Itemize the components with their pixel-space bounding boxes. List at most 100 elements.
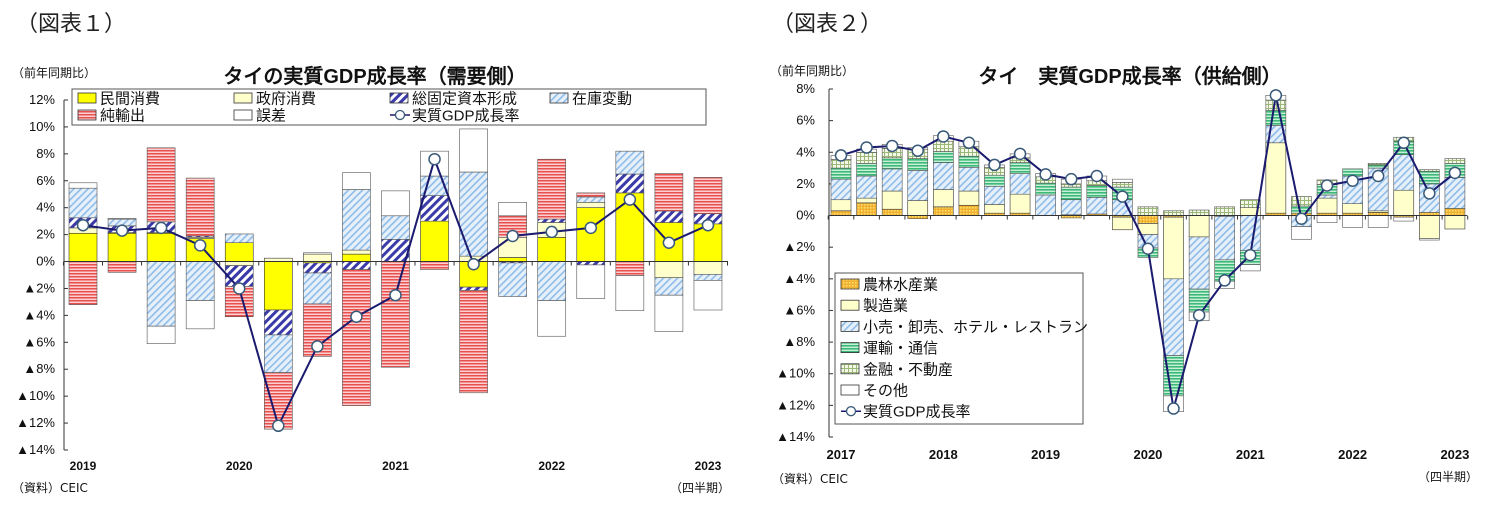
legend-swatch-icon xyxy=(840,384,860,396)
bar-2018Q1-series-2 xyxy=(933,162,954,190)
bar-2019Q4-series-5 xyxy=(1112,178,1133,183)
gdp-point-2023Q1 xyxy=(701,218,715,232)
bar-2020Q4-series-4 xyxy=(342,269,371,406)
legend-label: 実質GDP成長率 xyxy=(412,107,520,125)
chart-title: タイ 実質GDP成長率（供給側） xyxy=(978,64,1281,88)
bar-2022Q4-series-4 xyxy=(1419,169,1440,172)
bar-2018Q2-series-2 xyxy=(958,167,980,192)
bar-2020Q2-series-1 xyxy=(1163,216,1184,280)
gdp-point-2018Q2 xyxy=(962,136,976,150)
gdp-point-2021Q4 xyxy=(1320,179,1334,192)
legend-swatch-icon xyxy=(233,92,253,104)
bar-2021Q3-series-5 xyxy=(459,128,488,173)
x-tick-label: 2017 xyxy=(827,447,856,462)
bar-2022Q1-series-2 xyxy=(537,218,567,223)
gdp-point-2017Q2 xyxy=(860,141,873,154)
figure1-unit-note: （前年同期比） xyxy=(12,66,97,80)
bar-2021Q1-series-3 xyxy=(381,215,410,240)
bar-2017Q2-series-2 xyxy=(856,175,877,199)
bar-2022Q3-series-5 xyxy=(1393,216,1415,222)
bar-2019Q1-series-0 xyxy=(68,232,98,262)
bar-2019Q3-series-4 xyxy=(146,147,176,223)
bar-2022Q1-series-0 xyxy=(537,237,567,262)
y-tick-label: ▲10% xyxy=(16,388,55,403)
legend-label: 金融・不動産 xyxy=(863,361,953,378)
y-tick-label: ▲6% xyxy=(23,334,55,349)
bar-2022Q4-series-1 xyxy=(1419,215,1440,239)
y-tick-label: 0% xyxy=(796,208,815,223)
bar-2020Q2-series-0 xyxy=(263,261,293,311)
gdp-point-2019Q2 xyxy=(1064,172,1078,186)
legend-label: 運輸・通信 xyxy=(863,340,938,357)
bar-2019Q2-series-4 xyxy=(107,261,137,273)
bar-2022Q2-series-5 xyxy=(576,264,606,299)
bar-2019Q3-series-3 xyxy=(146,261,176,327)
bar-2019Q4-series-1 xyxy=(1112,216,1133,231)
bar-2020Q3-series-1 xyxy=(303,253,332,262)
bar-2017Q3-series-3 xyxy=(881,157,903,170)
bar-2019Q3-series-3 xyxy=(1086,185,1108,198)
y-tick-label: ▲12% xyxy=(776,397,815,412)
legend-swatch-icon xyxy=(389,92,409,104)
bar-2022Q2-series-5 xyxy=(1367,215,1389,228)
bar-2017Q1-series-1 xyxy=(830,199,852,212)
bar-2017Q1-series-2 xyxy=(830,178,852,201)
bar-2021Q2-series-3 xyxy=(1265,110,1287,126)
gdp-point-2023Q1 xyxy=(1448,166,1462,180)
bar-2022Q1-series-1 xyxy=(1342,203,1363,214)
y-tick-label: ▲12% xyxy=(16,415,55,430)
bar-2019Q4-series-4 xyxy=(1112,182,1133,188)
bar-2021Q2-series-0 xyxy=(420,220,449,262)
bar-2019Q3-series-0 xyxy=(146,232,176,262)
bar-2021Q4-series-0 xyxy=(498,257,527,262)
legend-label: 誤差 xyxy=(256,108,286,125)
figure2-period-note: （四半期） xyxy=(1418,470,1479,484)
legend: 農林水産業製造業小売・卸売、ホテル・レストラン運輸・通信金融・不動産その他実質G… xyxy=(834,272,1088,425)
bar-2017Q3-series-2 xyxy=(881,168,903,192)
legend-label: 製造業 xyxy=(863,298,908,315)
gdp-point-2022Q4 xyxy=(1423,187,1436,200)
bar-2022Q3-series-4 xyxy=(615,261,645,276)
legend-box xyxy=(834,272,1084,425)
bar-2022Q2-series-4 xyxy=(576,192,606,198)
bar-2022Q4-series-5 xyxy=(654,294,684,332)
x-tick-label: 2020 xyxy=(1133,447,1162,462)
bar-2020Q2-series-3 xyxy=(263,334,293,373)
bar-2022Q4-series-5 xyxy=(1419,238,1440,241)
gdp-point-2020Q3 xyxy=(1192,308,1206,322)
y-tick-label: ▲2% xyxy=(783,239,815,254)
bar-2018Q1-series-0 xyxy=(933,206,954,216)
y-tick-label: ▲4% xyxy=(23,307,55,322)
bar-2018Q2-series-0 xyxy=(958,204,980,216)
bar-2022Q2-series-3 xyxy=(576,196,606,203)
chart-supply-side: タイ 実質GDP成長率（供給側） 8% 6% 4% 2% 0% ▲2% ▲4% ▲6% ▲8% ▲1… xyxy=(776,64,1469,462)
legend-swatch-icon xyxy=(77,92,97,104)
bar-2020Q1-series-0 xyxy=(224,242,254,262)
gdp-point-2019Q1 xyxy=(1039,168,1052,181)
y-tick-label: 2% xyxy=(36,227,55,242)
gdp-point-2020Q1 xyxy=(232,282,246,295)
bar-2022Q1-series-3 xyxy=(537,261,567,301)
bar-2019Q4-series-5 xyxy=(185,300,215,330)
gdp-point-2021Q3 xyxy=(467,257,480,271)
bar-2022Q2-series-0 xyxy=(576,207,606,262)
bar-2023Q1-series-0 xyxy=(1444,208,1466,216)
bar-2022Q4-series-1 xyxy=(654,261,684,278)
bar-2021Q1-series-5 xyxy=(1239,264,1261,272)
bar-2022Q2-series-4 xyxy=(1367,163,1389,166)
gdp-point-2020Q4 xyxy=(350,310,363,323)
legend-box xyxy=(71,88,707,126)
figure1-period-note: （四半期） xyxy=(670,481,731,495)
bar-2020Q2-series-2 xyxy=(263,309,293,336)
bar-2022Q4-series-3 xyxy=(654,277,684,296)
x-tick-label: 2018 xyxy=(929,447,958,462)
gdp-point-2020Q2 xyxy=(272,419,285,433)
gdp-point-2019Q2 xyxy=(115,224,129,237)
bar-2022Q2-series-2 xyxy=(576,261,606,266)
x-tick-label: 2023 xyxy=(1440,447,1469,462)
bar-2018Q3-series-2 xyxy=(984,185,1005,205)
gdp-point-2021Q2 xyxy=(428,152,441,166)
bar-2017Q1-series-0 xyxy=(830,210,852,216)
figure2-label: （図表２） xyxy=(772,12,883,37)
